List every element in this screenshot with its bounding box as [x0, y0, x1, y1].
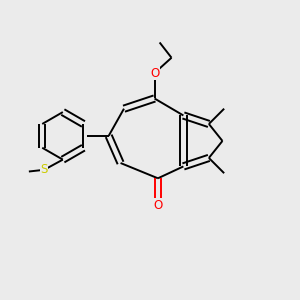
Text: O: O: [150, 67, 159, 80]
Text: O: O: [153, 199, 163, 212]
Text: S: S: [40, 163, 48, 176]
